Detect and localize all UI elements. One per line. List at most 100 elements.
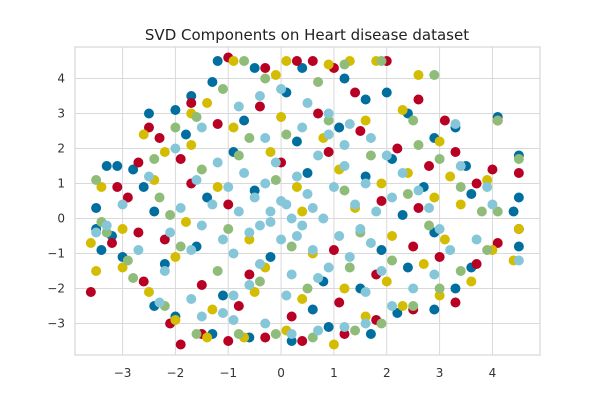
y-tick-label: 3: [57, 107, 65, 121]
scatter-point: [434, 154, 445, 164]
scatter-point: [281, 129, 292, 140]
scatter-point: [254, 259, 265, 269]
scatter-point: [91, 227, 102, 238]
scatter-point: [297, 206, 308, 217]
scatter-point: [313, 273, 324, 283]
scatter-point: [413, 203, 424, 213]
scatter-point: [117, 262, 128, 273]
y-tick-label: −3: [47, 317, 65, 331]
scatter-point: [365, 150, 376, 161]
scatter-point: [249, 192, 260, 203]
chart-title: SVD Components on Heart disease dataset: [145, 26, 469, 44]
scatter-point: [323, 59, 334, 70]
scatter-point: [307, 304, 318, 315]
scatter-point: [334, 122, 345, 133]
scatter-point: [381, 150, 392, 161]
scatter-point: [450, 297, 461, 308]
scatter-point: [260, 133, 271, 143]
scatter-point: [323, 115, 334, 126]
scatter-point: [471, 259, 482, 269]
scatter-point: [439, 234, 450, 245]
y-tick-label: −1: [47, 247, 65, 261]
scatter-point: [471, 178, 482, 189]
scatter-point: [323, 129, 334, 140]
scatter-point: [508, 206, 519, 217]
scatter-point: [302, 168, 313, 178]
scatter-point: [397, 210, 408, 220]
scatter-point: [424, 220, 435, 231]
scatter-point: [249, 287, 260, 297]
scatter-point: [429, 304, 440, 315]
y-tick-label: −2: [47, 282, 65, 296]
scatter-point: [376, 245, 387, 255]
scatter-point: [513, 241, 524, 252]
scatter-point: [159, 147, 170, 157]
scatter-point: [143, 108, 154, 119]
scatter-point: [91, 203, 102, 213]
scatter-point: [313, 108, 324, 119]
x-tick-label: 3: [436, 366, 444, 380]
scatter-point: [202, 98, 213, 108]
scatter-point: [260, 178, 271, 189]
scatter-point: [133, 245, 144, 255]
scatter-point: [482, 245, 493, 255]
scatter-point: [355, 126, 366, 136]
scatter-point: [318, 213, 329, 224]
scatter-point: [429, 192, 440, 203]
scatter-point: [307, 203, 318, 213]
scatter-point: [307, 56, 318, 66]
scatter-point: [408, 115, 419, 126]
scatter-point: [360, 115, 371, 126]
scatter-point: [397, 105, 408, 115]
scatter-point: [138, 182, 149, 192]
scatter-point: [191, 329, 202, 339]
scatter-point: [212, 266, 223, 276]
scatter-point: [392, 143, 403, 154]
scatter-point: [223, 224, 234, 234]
scatter-point: [233, 101, 244, 112]
scatter-point: [492, 115, 503, 126]
scatter-point: [186, 140, 197, 150]
scatter-point: [286, 329, 297, 339]
scatter-point: [434, 283, 445, 294]
scatter-point: [302, 189, 313, 199]
scatter-point: [244, 280, 255, 290]
scatter-point: [360, 171, 371, 182]
scatter-point: [408, 301, 419, 311]
scatter-point: [513, 192, 524, 203]
scatter-point: [239, 115, 250, 126]
scatter-point: [96, 182, 107, 192]
scatter-point: [165, 210, 176, 220]
scatter-point: [376, 178, 387, 189]
scatter-point: [339, 140, 350, 150]
scatter-point: [339, 322, 350, 332]
scatter-point: [376, 56, 387, 66]
scatter-point: [381, 276, 392, 287]
x-tick-label: 4: [489, 366, 497, 380]
scatter-point: [217, 84, 228, 94]
scatter-point: [339, 59, 350, 70]
scatter-point: [365, 329, 376, 339]
scatter-point: [223, 199, 234, 210]
scatter-point: [376, 318, 387, 329]
scatter-point: [387, 231, 398, 241]
scatter-point: [196, 220, 207, 231]
scatter-point: [159, 259, 170, 269]
scatter-point: [260, 318, 271, 329]
scatter-point: [455, 182, 466, 192]
scatter-point: [270, 70, 281, 80]
scatter-point: [228, 315, 239, 325]
scatter-point: [91, 266, 102, 276]
scatter-point: [212, 56, 223, 66]
scatter-point: [413, 140, 424, 150]
scatter-point: [286, 241, 297, 252]
scatter-point: [291, 171, 302, 182]
scatter-point: [170, 122, 181, 133]
scatter-point: [297, 220, 308, 231]
scatter-point: [244, 269, 255, 280]
y-tick-label: 4: [57, 72, 65, 86]
scatter-point: [228, 290, 239, 301]
scatter-point: [212, 182, 223, 192]
scatter-point: [339, 73, 350, 84]
